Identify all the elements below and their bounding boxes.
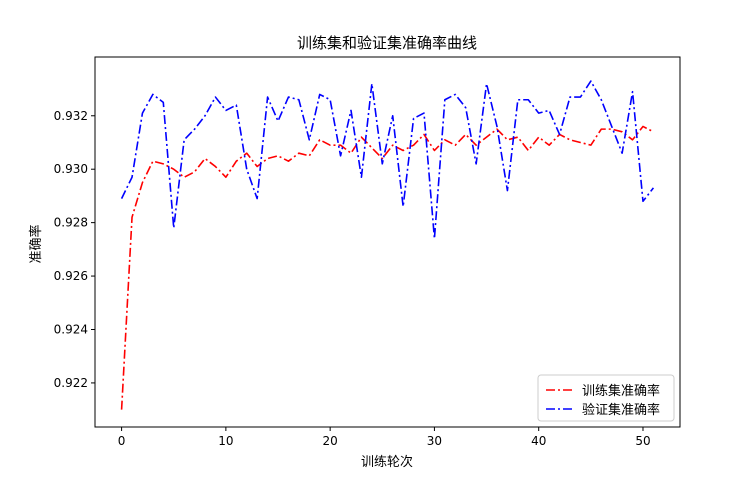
y-tick-label: 0.932: [54, 109, 88, 123]
x-axis-label: 训练轮次: [361, 454, 413, 470]
series-line-1: [120, 125, 654, 410]
x-axis: 0 10 20 30 40 50: [118, 427, 651, 448]
x-tick-label: 0: [118, 434, 126, 448]
y-tick-label: 0.926: [54, 269, 88, 283]
legend-label: 训练集准确率: [582, 383, 660, 399]
y-tick-label: 0.928: [54, 216, 88, 230]
x-tick-label: 20: [323, 434, 338, 448]
chart-title: 训练集和验证集准确率曲线: [297, 34, 477, 52]
y-tick-label: 0.922: [54, 376, 88, 390]
plot-frame: [94, 56, 681, 428]
plot-area: [120, 80, 655, 410]
series-line-2: [120, 80, 655, 240]
legend-label: 验证集准确率: [582, 402, 660, 418]
y-axis: 0.922 0.924 0.926 0.928 0.930 0.932: [54, 109, 95, 390]
y-tick-label: 0.924: [54, 322, 88, 336]
x-tick-label: 10: [218, 434, 233, 448]
x-tick-label: 50: [635, 434, 650, 448]
x-tick-label: 30: [427, 434, 442, 448]
y-axis-label: 准确率: [28, 224, 44, 263]
x-tick-label: 40: [531, 434, 546, 448]
y-tick-label: 0.930: [54, 162, 88, 176]
